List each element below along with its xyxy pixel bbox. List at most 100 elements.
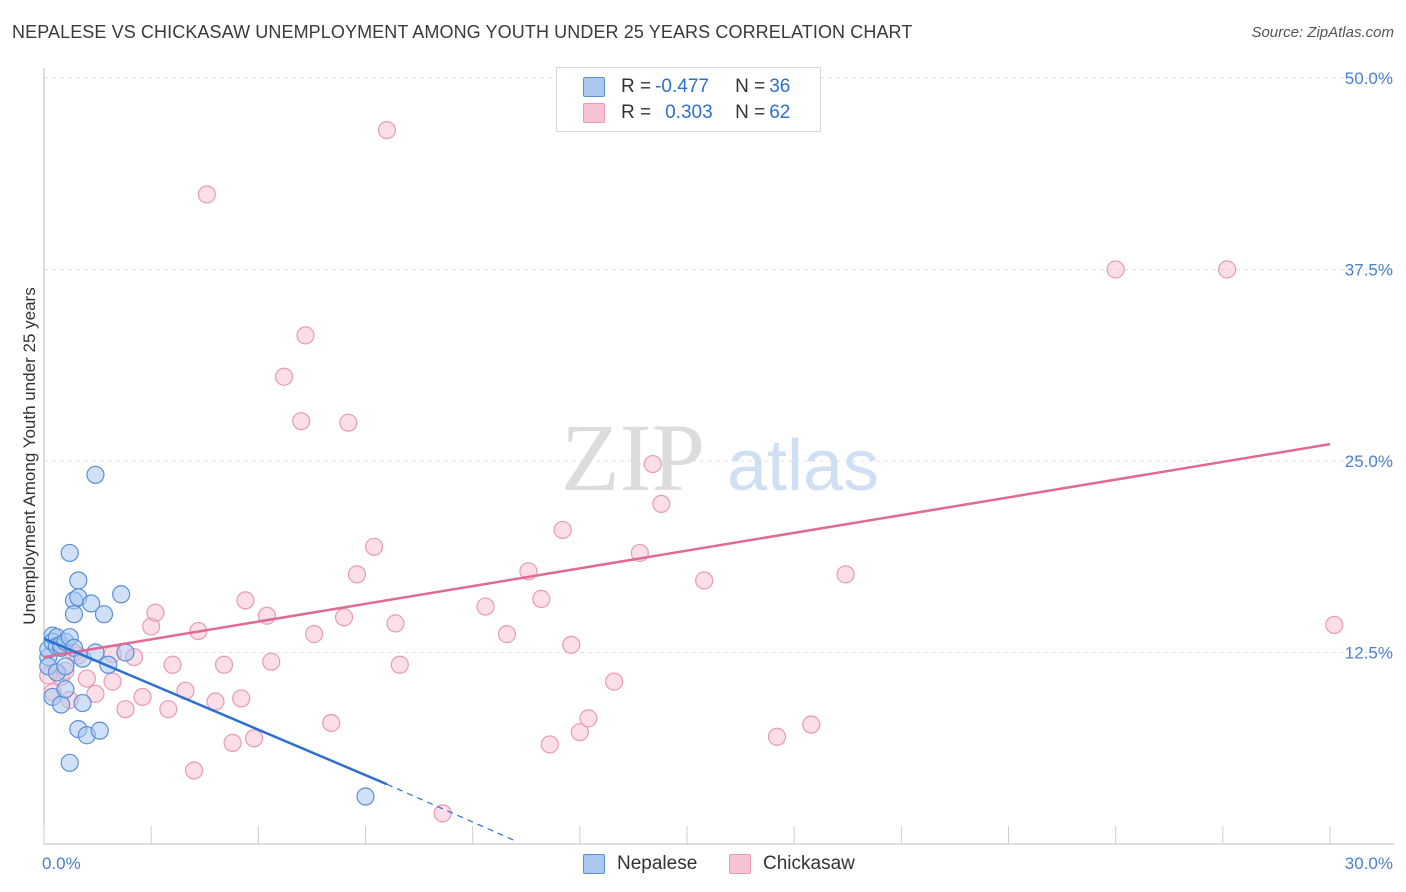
correlation-legend: R = -0.477 N = 36 R = 0.303 N = 62	[556, 67, 821, 132]
nepalese-point	[60, 753, 79, 772]
chickasaw-point	[236, 591, 255, 610]
legend-n-value: 62	[769, 102, 791, 123]
chickasaw-swatch	[583, 103, 605, 123]
chickasaw-point	[476, 597, 495, 616]
nepalese-point	[56, 680, 75, 699]
chickasaw-point	[390, 655, 409, 674]
legend-n-label: N =	[735, 102, 766, 123]
chickasaw-point	[214, 655, 234, 674]
chickasaw-point	[579, 709, 598, 728]
chickasaw-point	[292, 412, 311, 431]
nepalese-swatch	[583, 854, 605, 874]
chickasaw-point	[802, 715, 821, 734]
chickasaw-point	[163, 655, 182, 674]
chickasaw-point	[184, 761, 204, 780]
chickasaw-point	[244, 729, 264, 748]
grid-lines	[44, 77, 1394, 653]
chickasaw-point	[386, 614, 405, 633]
chickasaw-point	[643, 454, 662, 474]
chickasaw-series	[39, 120, 1344, 823]
chickasaw-point	[1325, 615, 1344, 635]
chickasaw-point	[86, 684, 105, 703]
chickasaw-point	[433, 804, 452, 823]
legend-r-label: R =	[621, 76, 652, 97]
chickasaw-point	[497, 625, 517, 644]
y-tick-label: 37.5%	[1345, 261, 1393, 280]
nepalese-point	[86, 465, 105, 484]
chickasaw-point	[197, 185, 216, 204]
nepalese-trend-extension	[386, 783, 516, 842]
chickasaw-point	[562, 635, 581, 654]
chickasaw-point	[334, 608, 354, 627]
chickasaw-point	[652, 494, 671, 513]
chickasaw-point	[296, 326, 315, 345]
chickasaw-point	[553, 520, 572, 540]
chickasaw-point	[339, 413, 358, 432]
nepalese-point	[116, 643, 135, 662]
nepalese-point	[69, 571, 88, 590]
chickasaw-swatch	[729, 854, 751, 874]
nepalese-point	[56, 657, 75, 676]
nepalese-point	[64, 605, 84, 624]
chickasaw-point	[116, 700, 135, 719]
legend-r-label: R =	[621, 102, 652, 123]
legend-r-value: -0.477	[655, 76, 709, 97]
nepalese-point	[60, 543, 79, 563]
chickasaw-point	[1218, 260, 1237, 279]
chickasaw-point	[232, 689, 251, 708]
watermark-atlas: atlas	[727, 426, 879, 506]
chickasaw-point	[605, 672, 624, 691]
legend-n-value: 36	[769, 76, 791, 97]
legend-row-chickasaw: R = 0.303 N = 62	[583, 101, 790, 125]
legend-series-name: Nepalese	[617, 853, 698, 874]
chickasaw-point	[322, 713, 341, 733]
chickasaw-point	[274, 367, 294, 386]
axes	[43, 68, 1394, 845]
chickasaw-point	[262, 652, 281, 671]
bottom-legend-nepalese: Nepalese	[583, 852, 697, 876]
nepalese-trend-line	[43, 637, 388, 786]
chickasaw-point	[159, 700, 178, 719]
chickasaw-point	[364, 537, 384, 556]
watermark-zip: ZIP	[561, 404, 705, 511]
legend-series-name: Chickasaw	[763, 853, 855, 874]
chart-title: NEPALESE VS CHICKASAW UNEMPLOYMENT AMONG…	[12, 22, 913, 42]
legend-row-nepalese: R = -0.477 N = 36	[583, 75, 790, 99]
nepalese-point	[94, 605, 114, 624]
watermark: ZIP atlas	[561, 404, 879, 511]
chickasaw-point	[347, 565, 367, 584]
chickasaw-trend-line	[43, 442, 1331, 659]
chickasaw-point	[206, 692, 225, 711]
nepalese-point	[52, 695, 71, 714]
chickasaw-point	[532, 589, 551, 608]
chickasaw-point	[695, 571, 714, 590]
y-tick-label: 12.5%	[1345, 644, 1393, 663]
chickasaw-point	[77, 669, 96, 688]
chickasaw-point	[223, 733, 242, 752]
y-tick-label: 50.0%	[1345, 69, 1393, 88]
legend-n-label: N =	[735, 76, 766, 97]
chickasaw-point	[540, 735, 559, 754]
nepalese-point	[90, 721, 109, 740]
nepalese-point	[82, 594, 101, 613]
chickasaw-point	[304, 625, 324, 644]
tick-labels: 12.5% 25.0% 37.5% 50.0% 0.0% 30.0%	[42, 69, 1393, 873]
nepalese-point	[356, 787, 375, 806]
chickasaw-point	[103, 672, 122, 691]
chickasaw-point	[570, 723, 589, 742]
source-label: Source: ZipAtlas.com	[1251, 24, 1394, 41]
chickasaw-point	[767, 727, 787, 746]
chickasaw-point	[133, 687, 152, 707]
legend-r-value: 0.303	[665, 102, 713, 123]
chickasaw-point	[146, 603, 165, 622]
nepalese-point	[112, 585, 131, 604]
chickasaw-point	[1106, 260, 1125, 279]
x-tick-label: 0.0%	[42, 854, 81, 873]
nepalese-series	[39, 465, 375, 806]
x-tick-label: 30.0%	[1345, 854, 1393, 873]
chickasaw-point	[836, 565, 855, 584]
bottom-legend-chickasaw: Chickasaw	[729, 852, 855, 876]
chickasaw-point	[377, 120, 397, 140]
nepalese-point	[73, 693, 92, 713]
